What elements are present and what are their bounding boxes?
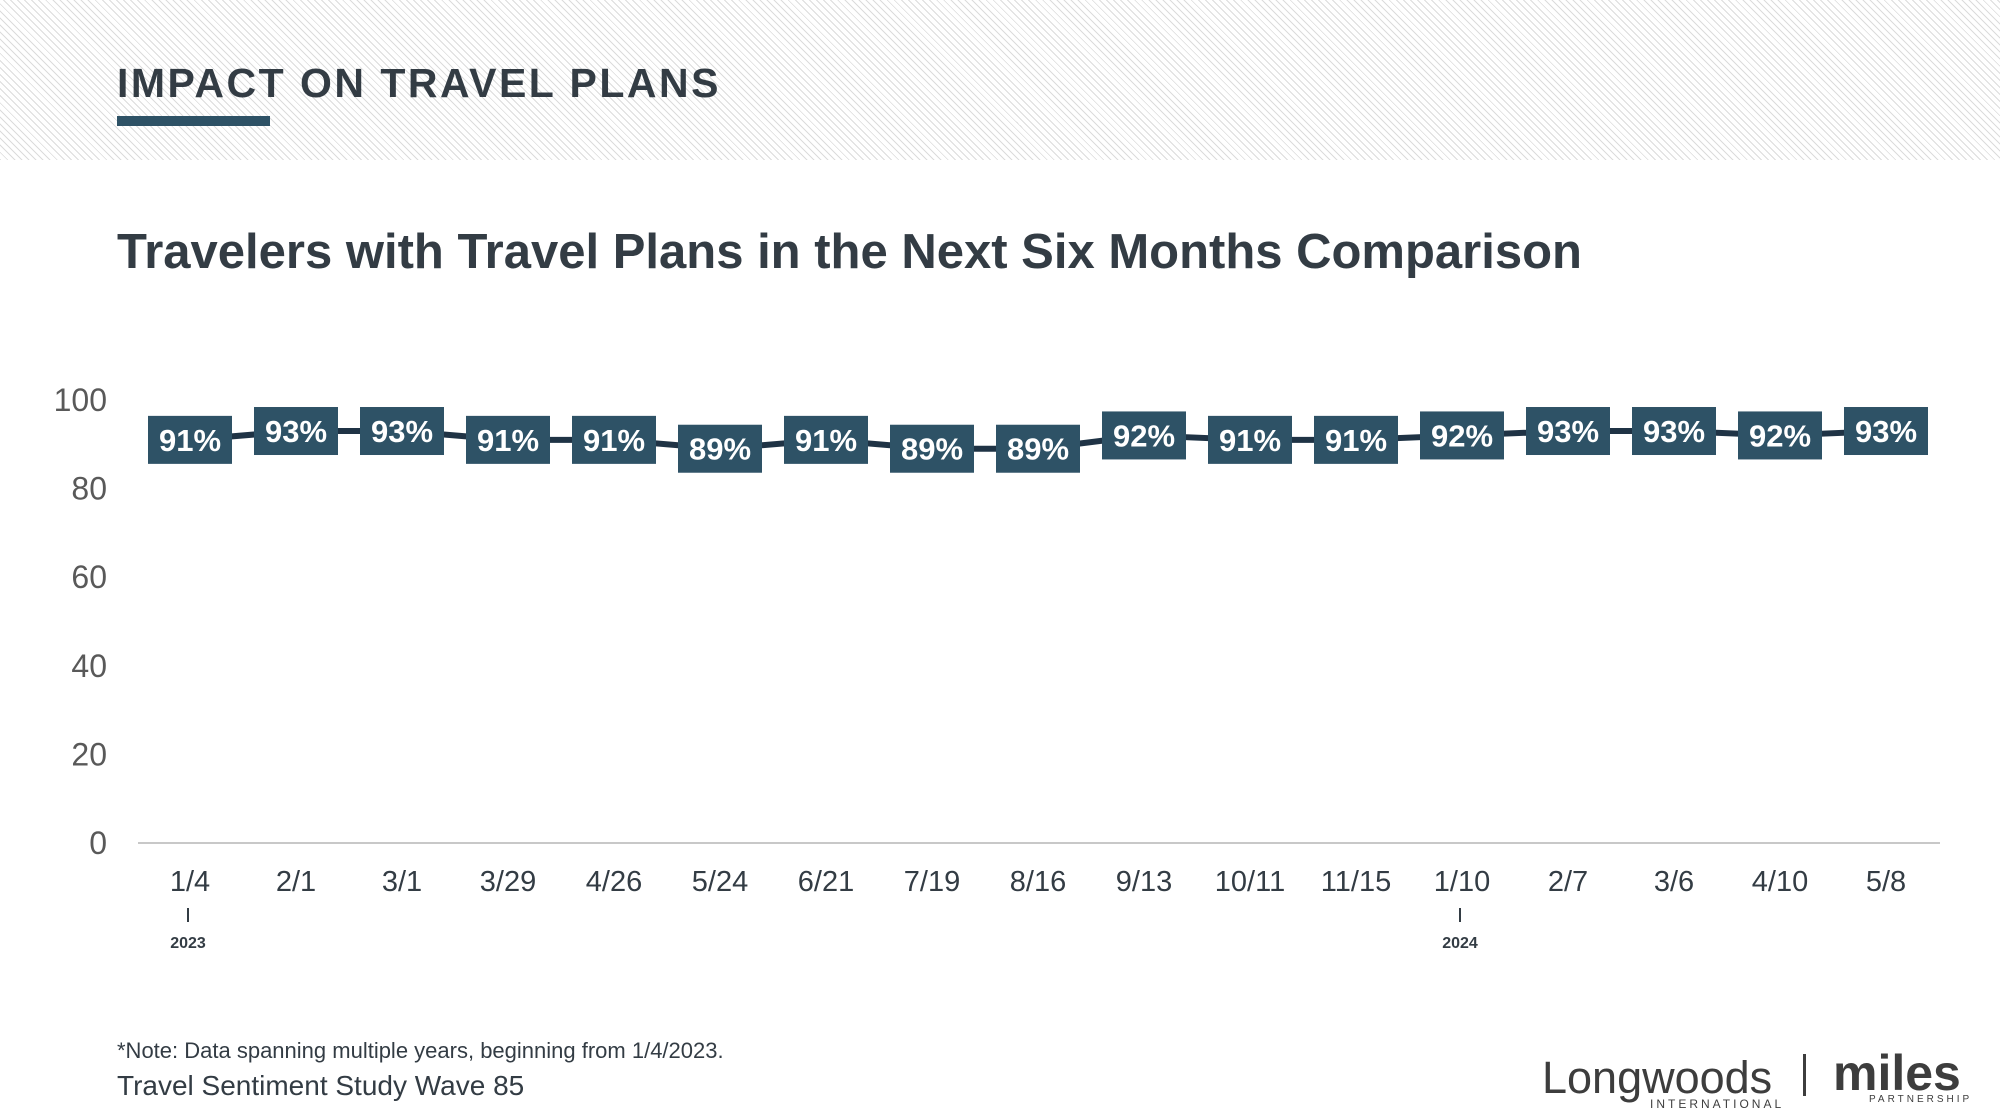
x-tick-label: 9/13 — [1116, 866, 1172, 898]
data-label: 91% — [1219, 423, 1281, 458]
data-point-marker — [1526, 407, 1610, 456]
data-point-marker — [678, 424, 762, 473]
data-label: 89% — [1007, 432, 1069, 467]
data-label: 92% — [1749, 418, 1811, 453]
x-tick-label: 4/26 — [586, 866, 642, 898]
x-tick-label: 11/15 — [1321, 866, 1391, 898]
x-tick-label: 1/4 — [170, 866, 210, 898]
year-marker-label: 2023 — [170, 935, 206, 952]
x-tick-label: 5/24 — [692, 866, 748, 898]
y-tick-label: 40 — [71, 648, 107, 684]
data-point-marker — [1632, 407, 1716, 456]
data-point-marker — [1314, 415, 1398, 464]
data-point-marker — [1102, 411, 1186, 460]
logo-divider — [1803, 1054, 1806, 1096]
data-label: 93% — [371, 414, 433, 449]
title-underline — [117, 116, 270, 126]
study-name: Travel Sentiment Study Wave 85 — [117, 1070, 525, 1101]
data-label: 89% — [689, 432, 751, 467]
data-point-marker — [254, 407, 338, 456]
data-label: 91% — [1325, 423, 1387, 458]
chart-title: Travelers with Travel Plans in the Next … — [117, 225, 1582, 279]
data-label: 93% — [1537, 414, 1599, 449]
longwoods-logo-sub: INTERNATIONAL — [1650, 1097, 1785, 1111]
x-tick-label: 6/21 — [798, 866, 854, 898]
miles-logo-name: miles — [1833, 1045, 1961, 1101]
data-label: 91% — [583, 423, 645, 458]
y-tick-label: 80 — [71, 471, 107, 507]
data-point-marker — [1420, 411, 1504, 460]
data-label: 91% — [795, 423, 857, 458]
longwoods-logo: Longwoods INTERNATIONAL — [1542, 1052, 1781, 1114]
data-point-marker — [466, 415, 550, 464]
data-label: 89% — [901, 432, 963, 467]
x-tick-label: 5/8 — [1866, 866, 1906, 898]
x-tick-label: 3/6 — [1654, 866, 1694, 898]
data-point-marker — [148, 415, 232, 464]
data-label: 93% — [1643, 414, 1705, 449]
x-tick-label: 3/1 — [382, 866, 422, 898]
data-point-marker — [1844, 407, 1928, 456]
year-marker-label: 2024 — [1442, 935, 1478, 952]
y-tick-label: 0 — [89, 825, 107, 861]
miles-logo: miles PARTNERSHIP — [1833, 1044, 1973, 1108]
data-point-marker — [996, 424, 1080, 473]
x-tick-label: 3/29 — [480, 866, 536, 898]
data-point-marker — [1738, 411, 1822, 460]
data-label: 91% — [159, 423, 221, 458]
x-tick-label: 7/19 — [904, 866, 960, 898]
footnote: *Note: Data spanning multiple years, beg… — [117, 1038, 724, 1063]
x-tick-label: 2/7 — [1548, 866, 1588, 898]
data-point-marker — [1208, 415, 1292, 464]
data-point-marker — [890, 424, 974, 473]
data-label: 92% — [1113, 418, 1175, 453]
y-tick-label: 100 — [54, 382, 107, 418]
data-label: 93% — [265, 414, 327, 449]
data-point-marker — [360, 407, 444, 456]
x-tick-label: 10/11 — [1215, 866, 1285, 898]
data-point-marker — [572, 415, 656, 464]
miles-logo-sub: PARTNERSHIP — [1869, 1094, 1973, 1105]
y-tick-label: 20 — [71, 736, 107, 772]
longwoods-logo-name: Longwoods — [1542, 1052, 1773, 1103]
section-title: IMPACT ON TRAVEL PLANS — [117, 60, 721, 106]
data-label: 92% — [1431, 418, 1493, 453]
data-label: 93% — [1855, 414, 1917, 449]
data-label: 91% — [477, 423, 539, 458]
data-point-marker — [784, 415, 868, 464]
x-tick-label: 4/10 — [1752, 866, 1808, 898]
x-tick-label: 1/10 — [1434, 866, 1490, 898]
x-tick-label: 2/1 — [276, 866, 316, 898]
x-tick-label: 8/16 — [1010, 866, 1066, 898]
y-tick-label: 60 — [71, 559, 107, 595]
line-chart: 0 20 40 60 80 100 1/4 2/1 3/1 3/29 4/26 5/24 6/21 7/1… — [54, 382, 1940, 952]
header-band — [0, 0, 2000, 160]
